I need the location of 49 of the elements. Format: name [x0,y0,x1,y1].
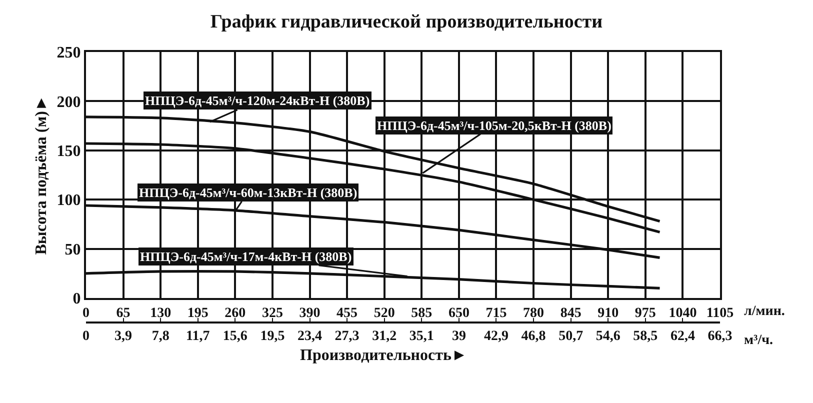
x2-tick-label: 62,4 [670,329,695,344]
x2-tick-label: 42,9 [484,329,508,344]
x-tick-label: 195 [187,306,208,321]
x-tick-label: 325 [262,306,283,321]
x2-tick-label: 31,2 [372,329,397,344]
y-tick-label: 50 [64,241,81,258]
x-tick-label: 260 [224,306,246,321]
x-tick-label: 520 [374,306,395,321]
x2-tick-label: 58,5 [633,329,658,344]
x-tick-label: 715 [486,306,507,321]
x2-tick-label: 39 [452,329,466,344]
text: НПЦЭ-6д-45м³/ч-105м-20,5кВт-Н (380В) [377,118,612,133]
chart-title: График гидравлической производительности [210,11,603,32]
x2-tick-label: 15,6 [222,329,248,344]
y-tick-label: 250 [56,44,81,62]
x-tick-label: 650 [448,306,470,321]
text: м³/ч. [744,333,774,348]
text: л/мин. [744,304,785,319]
x-tick-label: 390 [299,306,320,321]
x2-tick-label: 3,9 [114,329,132,344]
x2-tick-label: 11,7 [186,329,210,344]
x-tick-label: 845 [560,306,582,321]
x-axis-title: Производительность► [300,347,468,364]
y-tick-label: 100 [56,192,81,210]
y-tick-label: 0 [72,290,81,308]
x2-tick-label: 19,5 [260,329,285,344]
x-tick-label: 1105 [706,306,734,321]
series-label: НПЦЭ-6д-45м³/ч-120м-24кВт-Н (380В) [145,93,370,108]
x-tick-label: 780 [523,306,544,321]
y-tick-label: 150 [56,143,81,160]
x-tick-label: 585 [411,306,432,321]
x2-tick-label: 7,8 [152,329,170,344]
x2-tick-label: 46,8 [521,329,546,344]
x2-tick-label: 54,6 [596,329,620,344]
series-label: НПЦЭ-6д-45м³/ч-17м-4кВт-Н (380В) [140,249,352,264]
x2-tick-label: 50,7 [558,329,584,344]
x-tick-label: 910 [598,306,619,321]
x-tick-label: 1040 [668,306,697,321]
x2-tick-label: 66,3 [708,329,732,344]
x-tick-label: 65 [116,306,130,321]
x-tick-label: 975 [634,306,656,321]
x2-tick-label: 23,4 [298,329,322,344]
y-axis-title: Высота подъёма (м)► [33,95,50,255]
x-tick-label: 455 [336,306,358,321]
series-label: НПЦЭ-6д-45м³/ч-60м-13кВт-Н (380В) [139,185,358,200]
y-tick-label: 200 [56,94,81,111]
x2-tick-label: 27,3 [334,329,360,344]
x-tick-label: 130 [150,306,172,321]
x2-tick-label: 35,1 [409,329,434,344]
